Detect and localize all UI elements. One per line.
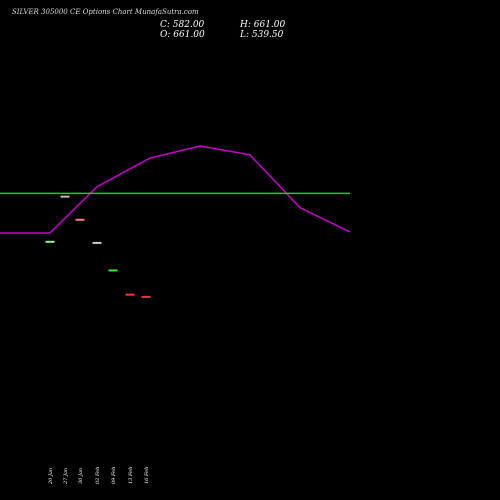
x-tick-label-1: 27 Jan bbox=[63, 468, 69, 485]
price-line-series bbox=[0, 145, 351, 234]
open-value: O: 661.00 bbox=[160, 30, 205, 40]
x-tick-label-6: 16 Feb bbox=[144, 467, 150, 484]
candle-marker-2 bbox=[75, 218, 85, 221]
x-tick-label-3: 02 Feb bbox=[95, 467, 101, 484]
candle-marker-6 bbox=[141, 295, 151, 298]
low-value: L: 539.50 bbox=[240, 30, 284, 40]
candle-marker-5 bbox=[125, 293, 135, 296]
chart-title: SILVER 305000 CE Options Chart MunafaSut… bbox=[12, 8, 199, 16]
candle-marker-4 bbox=[108, 269, 118, 272]
high-value: H: 661.00 bbox=[240, 20, 286, 30]
candle-marker-3 bbox=[92, 241, 102, 244]
candle-marker-0 bbox=[45, 240, 55, 243]
x-tick-label-2: 30 Jan bbox=[78, 468, 84, 484]
x-tick-label-0: 20 Jan bbox=[48, 468, 54, 485]
x-tick-label-4: 09 Feb bbox=[111, 467, 117, 484]
candle-marker-1 bbox=[60, 195, 70, 198]
x-tick-label-5: 13 Feb bbox=[128, 467, 134, 484]
close-value: C: 582.00 bbox=[160, 20, 205, 30]
